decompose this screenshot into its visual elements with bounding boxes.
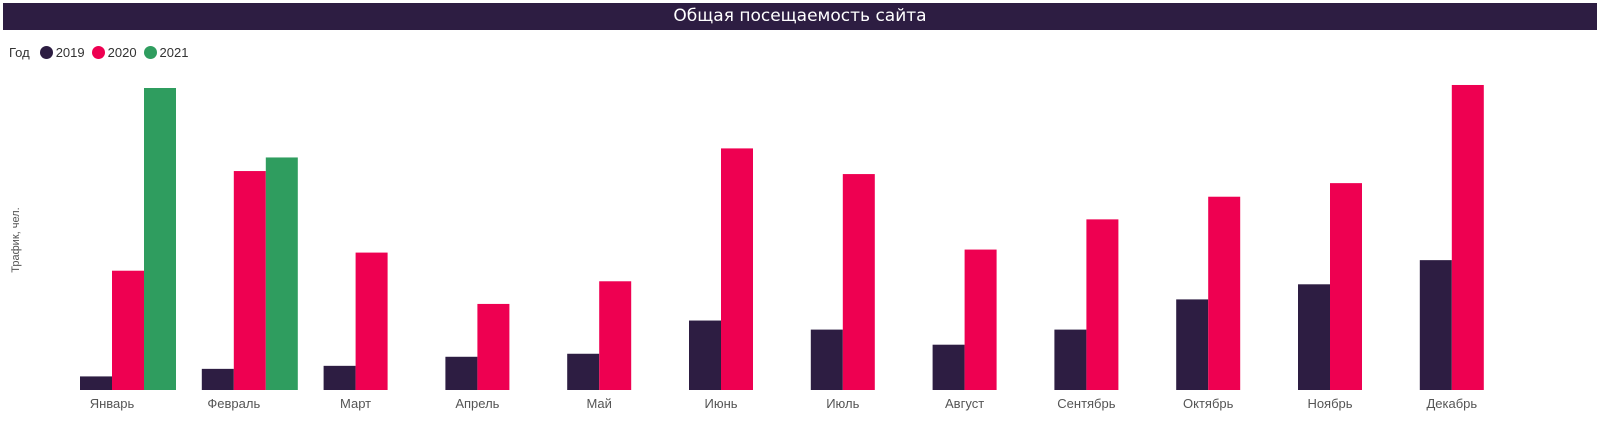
x-tick-label: Сентябрь xyxy=(1057,396,1115,411)
bar-2020-5[interactable] xyxy=(599,281,632,390)
bar-2020-4[interactable] xyxy=(477,303,510,390)
bar-2019-12[interactable] xyxy=(1419,260,1452,390)
bar-2019-8[interactable] xyxy=(932,344,965,390)
bar-2019-4[interactable] xyxy=(445,356,478,390)
legend-dot-2019-icon xyxy=(39,45,53,59)
legend-label-2020: 2020 xyxy=(107,44,137,60)
bar-2019-1[interactable] xyxy=(80,376,112,390)
bar-2019-11[interactable] xyxy=(1298,284,1330,390)
legend-item-2021[interactable]: 2021 xyxy=(143,44,189,60)
bar-2020-2[interactable] xyxy=(233,171,266,390)
legend-item-2019[interactable]: 2019 xyxy=(39,44,85,60)
bar-2021-1[interactable] xyxy=(144,88,176,390)
x-tick-label: Октябрь xyxy=(1183,396,1234,411)
bar-2020-1[interactable] xyxy=(112,270,144,390)
bar-2020-11[interactable] xyxy=(1330,183,1362,390)
bar-2020-7[interactable] xyxy=(842,174,875,390)
bar-2019-9[interactable] xyxy=(1054,329,1087,390)
x-tick-label: Август xyxy=(945,396,984,411)
bar-2019-5[interactable] xyxy=(567,353,600,390)
bar-2020-10[interactable] xyxy=(1208,196,1241,390)
x-tick-label: Май xyxy=(586,396,611,411)
x-tick-label: Апрель xyxy=(455,396,499,411)
bar-2019-7[interactable] xyxy=(810,329,843,390)
x-tick-label: Июль xyxy=(826,396,859,411)
x-tick-label: Декабрь xyxy=(1426,396,1477,411)
x-tick-label: Январь xyxy=(90,396,135,411)
legend-label-2019: 2019 xyxy=(55,44,85,60)
bar-2019-2[interactable] xyxy=(201,368,234,390)
legend-label-2021: 2021 xyxy=(159,44,189,60)
chart-title: Общая посещаемость сайта xyxy=(3,3,1597,30)
legend-dot-2021-icon xyxy=(143,45,157,59)
legend-item-2020[interactable]: 2020 xyxy=(91,44,137,60)
bar-2021-2[interactable] xyxy=(265,157,298,390)
bar-2019-6[interactable] xyxy=(689,320,721,390)
bar-2020-12[interactable] xyxy=(1451,84,1484,390)
bar-2020-6[interactable] xyxy=(721,148,753,390)
legend-title: Год xyxy=(9,44,30,60)
bar-2020-8[interactable] xyxy=(964,249,997,390)
bar-2020-3[interactable] xyxy=(355,252,388,390)
x-tick-label: Ноябрь xyxy=(1307,396,1352,411)
x-tick-label: Февраль xyxy=(207,396,260,411)
x-tick-label: Июнь xyxy=(704,396,737,411)
legend-dot-2020-icon xyxy=(91,45,105,59)
bar-2020-9[interactable] xyxy=(1086,219,1119,390)
bar-2019-10[interactable] xyxy=(1176,299,1209,390)
legend: Год 2019 2020 2021 xyxy=(9,43,195,61)
x-tick-label: Март xyxy=(340,396,371,411)
bar-2019-3[interactable] xyxy=(323,365,356,390)
